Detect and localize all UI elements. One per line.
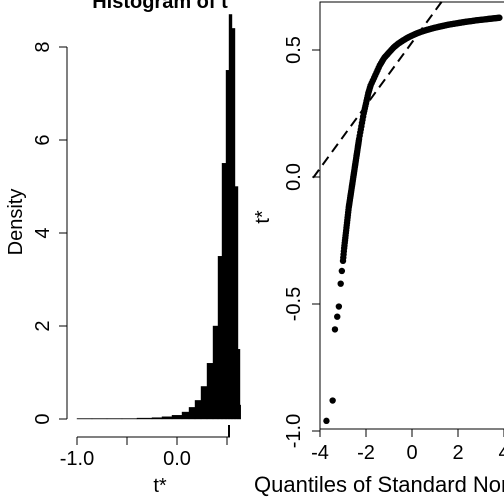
histogram-bar bbox=[171, 415, 183, 420]
y-tick-label: 2 bbox=[32, 320, 54, 331]
x-tick-label: -1.0 bbox=[60, 448, 94, 470]
qq-reference-line bbox=[312, 0, 445, 179]
histogram-bar bbox=[194, 400, 202, 420]
histogram-bar bbox=[237, 349, 241, 420]
histogram-bar bbox=[181, 411, 190, 420]
y-tick-label: 0.5 bbox=[283, 36, 305, 64]
histogram-x-label: t* bbox=[153, 475, 167, 497]
qq-point bbox=[338, 267, 346, 275]
histogram-bar bbox=[217, 256, 223, 420]
y-tick-label: 4 bbox=[32, 227, 54, 238]
histogram-title: Histogram of t bbox=[92, 0, 228, 13]
histogram-panel: Histogram of t 0 2 4 6 8 -1.0 0.0 t* Density bbox=[5, 0, 242, 497]
qq-point bbox=[496, 14, 503, 21]
qq-plot-frame bbox=[319, 1, 504, 430]
qq-point bbox=[334, 313, 341, 320]
histogram-y-ticks: 0 2 4 6 8 bbox=[32, 41, 67, 425]
histogram-bar bbox=[206, 363, 214, 420]
qq-y-label: t* bbox=[252, 210, 274, 224]
qq-point bbox=[335, 303, 343, 310]
histogram-bar bbox=[212, 325, 219, 420]
y-tick-label: 8 bbox=[32, 41, 54, 52]
y-tick-label: 0 bbox=[32, 413, 54, 424]
qq-point bbox=[331, 326, 339, 333]
histogram-bar bbox=[200, 386, 208, 420]
histogram-x-ticks: -1.0 0.0 bbox=[60, 437, 228, 470]
x-tick-label: 0 bbox=[406, 442, 417, 464]
x-tick-label: -4 bbox=[311, 442, 329, 464]
reference-line bbox=[312, 0, 445, 179]
x-tick-label: 4 bbox=[498, 442, 504, 464]
qq-points bbox=[323, 14, 503, 425]
histogram-bar bbox=[231, 28, 236, 420]
histogram-bar bbox=[228, 14, 233, 420]
qq-point bbox=[337, 280, 344, 287]
qq-panel: -1.0 -0.5 0.0 0.5 -4 -2 0 2 4 Quantiles of Stan… bbox=[252, 0, 504, 497]
x-tick-label: 0.0 bbox=[163, 448, 191, 470]
x-tick-label: 2 bbox=[452, 442, 463, 464]
histogram-bar bbox=[239, 404, 242, 420]
histogram-bars bbox=[76, 14, 242, 420]
histogram-bar bbox=[234, 186, 239, 420]
histogram-bar bbox=[221, 163, 227, 420]
y-tick-label: 0.0 bbox=[283, 163, 305, 191]
histogram-bar bbox=[136, 417, 153, 420]
qq-point bbox=[323, 417, 330, 425]
y-tick-label: -0.5 bbox=[283, 287, 305, 321]
histogram-bar bbox=[225, 70, 230, 420]
qq-y-ticks: -1.0 -0.5 0.0 0.5 bbox=[283, 36, 320, 448]
y-tick-label: 6 bbox=[32, 134, 54, 145]
x-tick-label: -2 bbox=[357, 442, 375, 464]
qq-x-ticks: -4 -2 0 2 4 bbox=[311, 429, 504, 464]
qq-point bbox=[329, 397, 336, 404]
histogram-bar bbox=[161, 416, 173, 420]
y-tick-label: -1.0 bbox=[283, 414, 305, 448]
qq-x-label: Quantiles of Standard Normal bbox=[254, 472, 504, 497]
histogram-bar bbox=[151, 417, 163, 420]
histogram-bar bbox=[188, 407, 196, 420]
histogram-y-label: Density bbox=[5, 189, 27, 256]
